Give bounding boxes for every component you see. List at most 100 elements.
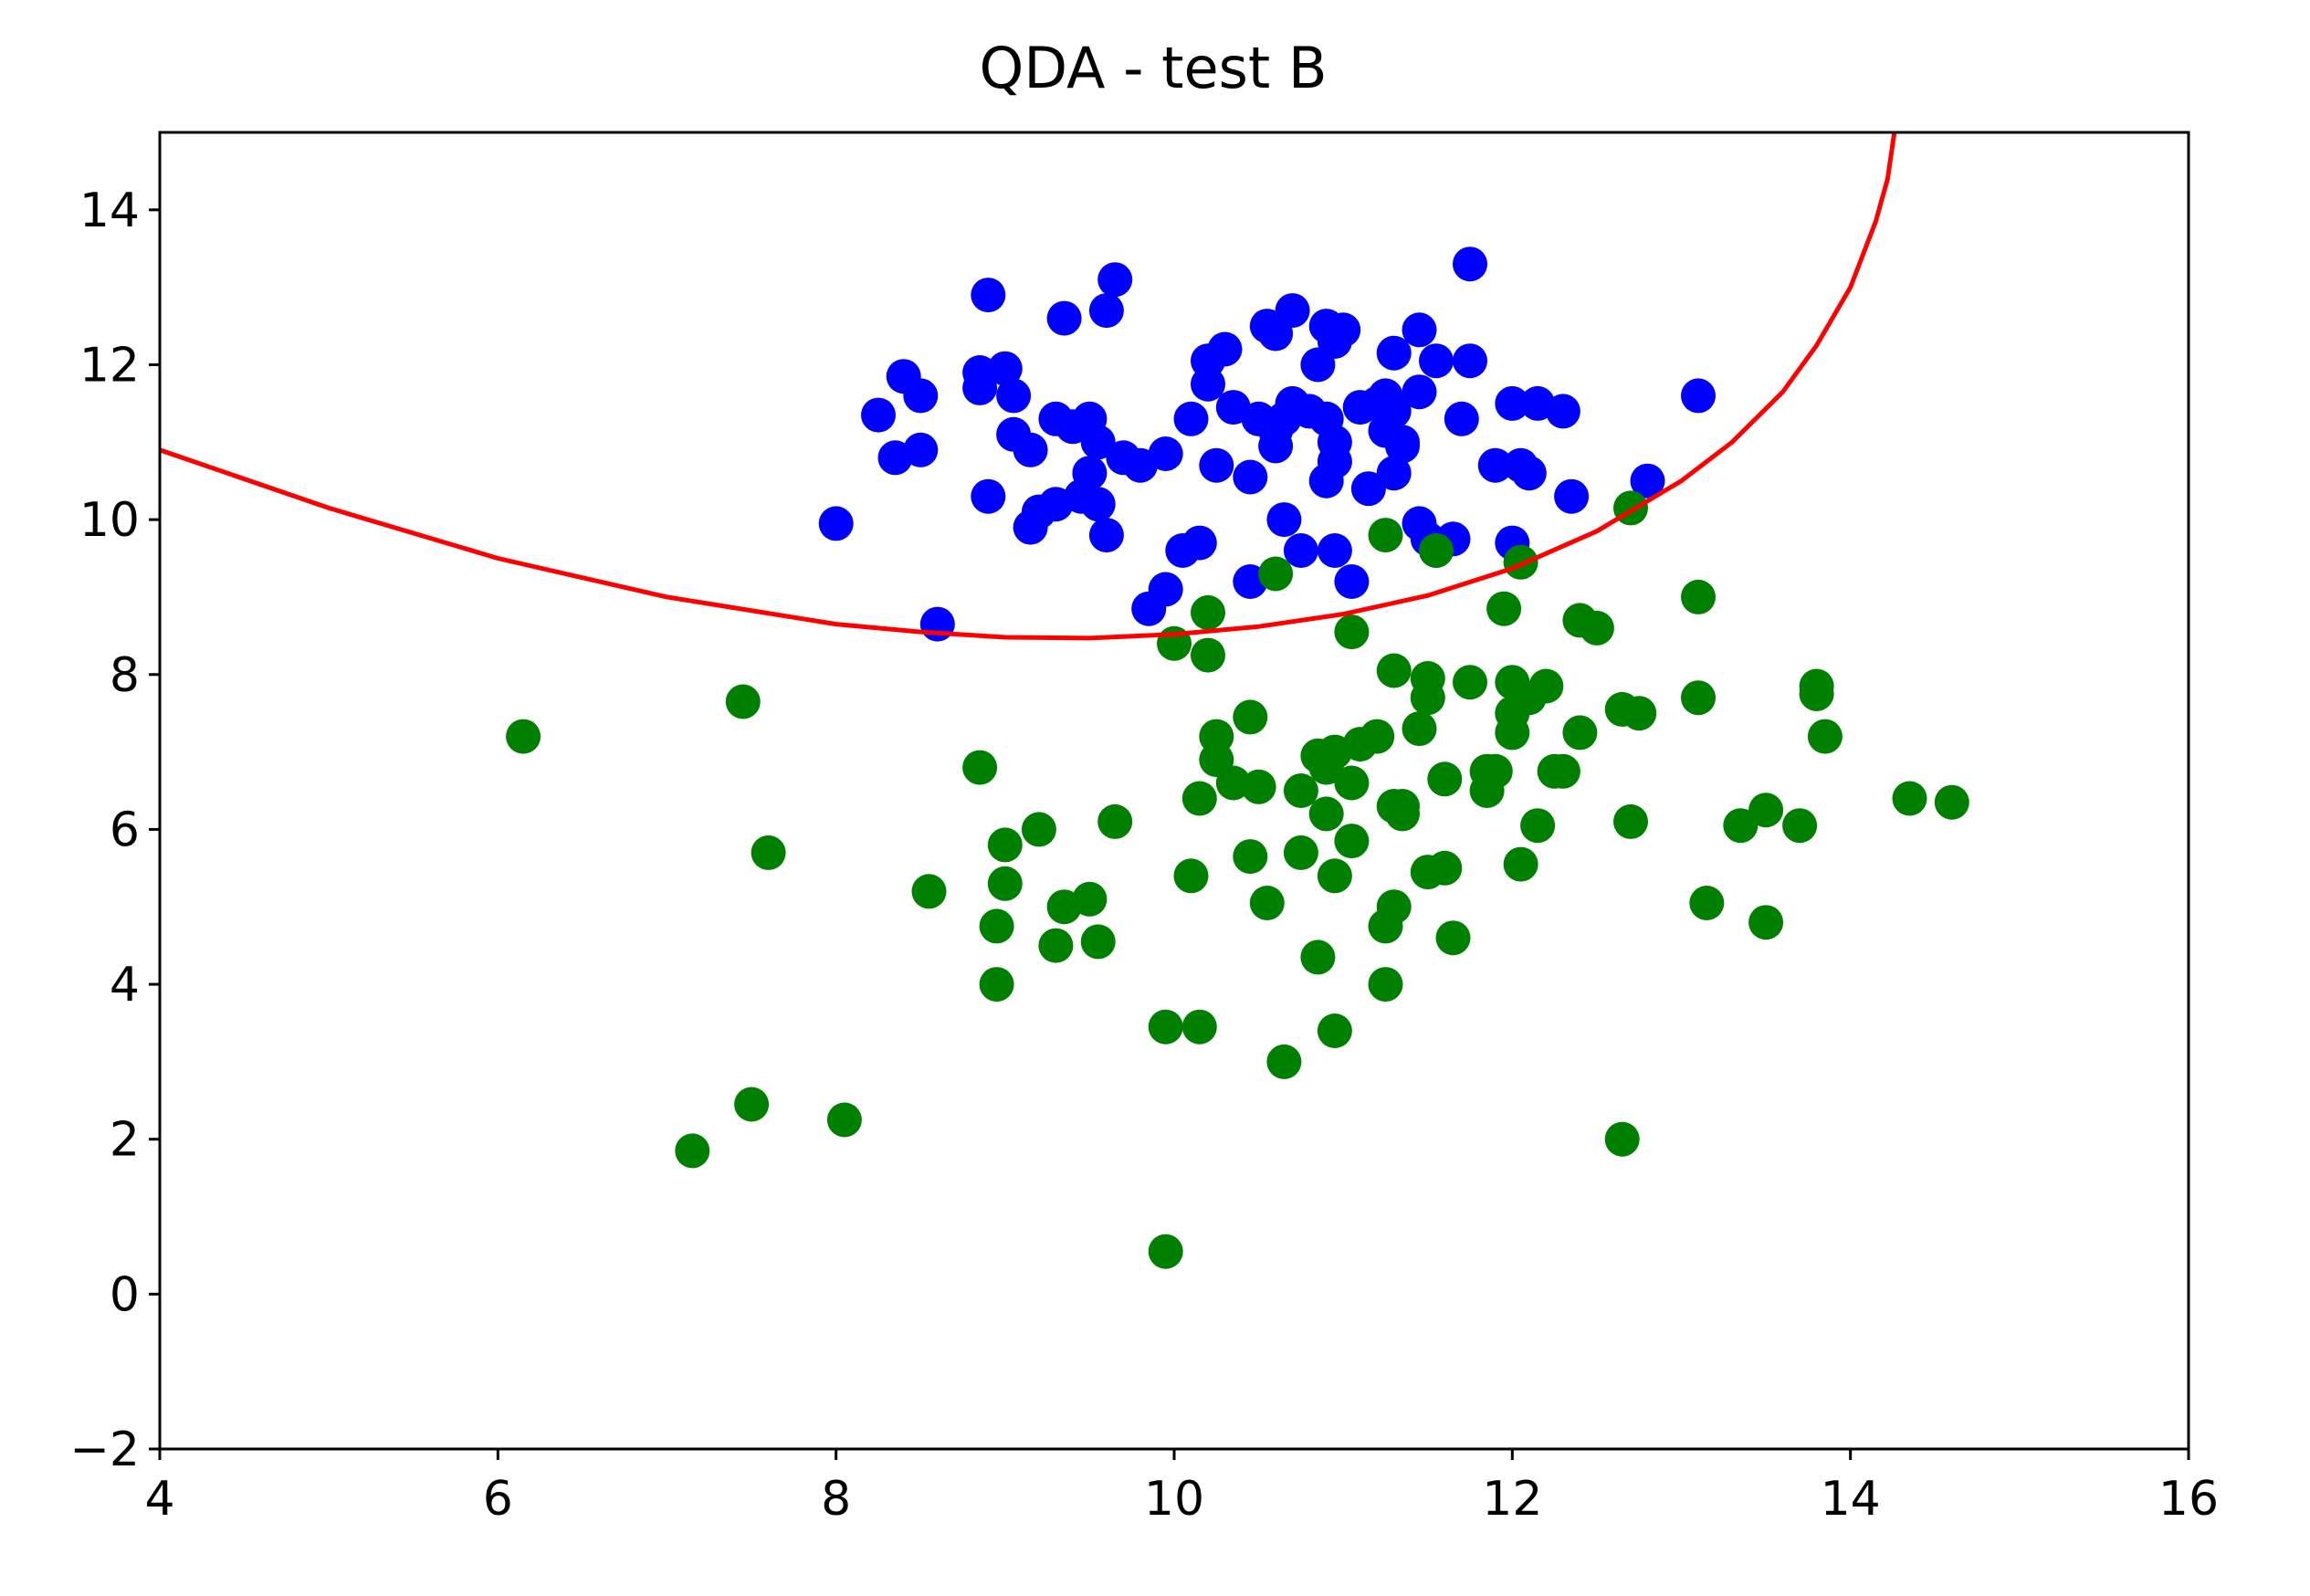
scatter-point-blue xyxy=(1191,366,1225,402)
scatter-point-blue xyxy=(861,397,896,433)
scatter-point-green xyxy=(734,1087,770,1122)
scatter-point-green xyxy=(1241,769,1276,804)
scatter-point-green xyxy=(1427,761,1463,797)
scatter-point-blue xyxy=(1013,432,1048,467)
scatter-point-blue xyxy=(1554,478,1590,514)
scatter-point-blue xyxy=(1545,394,1580,429)
scatter-point-blue xyxy=(1148,572,1183,607)
scatter-point-green xyxy=(1503,846,1538,882)
scatter-point-blue xyxy=(1173,401,1209,436)
scatter-point-green xyxy=(1191,594,1225,630)
scatter-point-blue xyxy=(1350,471,1386,507)
scatter-point-green xyxy=(1215,765,1251,801)
x-tick-label: 8 xyxy=(821,1472,851,1527)
y-tick-label: 8 xyxy=(110,648,140,703)
scatter-point-green xyxy=(1622,696,1657,731)
scatter-point-blue xyxy=(1266,502,1302,538)
scatter-point-green xyxy=(1148,1234,1183,1269)
scatter-point-green xyxy=(1021,812,1056,847)
scatter-point-blue xyxy=(1681,378,1716,414)
scatter-point-green xyxy=(1495,715,1530,751)
scatter-point-green xyxy=(1486,591,1522,626)
scatter-point-blue xyxy=(1334,564,1370,599)
x-tick-label: 6 xyxy=(483,1472,513,1527)
scatter-point-blue xyxy=(1385,428,1420,464)
scatter-point-green xyxy=(1360,719,1395,754)
scatter-point-green xyxy=(1681,680,1716,716)
scatter-point-green xyxy=(979,908,1014,944)
scatter-point-blue xyxy=(1511,456,1547,491)
scatter-point-blue xyxy=(818,506,854,541)
scatter-point-green xyxy=(987,827,1023,863)
scatter-point-green xyxy=(1604,1121,1640,1157)
scatter-point-green xyxy=(1334,614,1370,650)
scatter-point-blue xyxy=(996,378,1032,414)
y-tick-label: 12 xyxy=(79,338,140,393)
scatter-point-green xyxy=(1266,1044,1302,1079)
scatter-point-blue xyxy=(1495,385,1530,421)
scatter-point-blue xyxy=(903,432,939,467)
scatter-point-blue xyxy=(971,278,1006,313)
scatter-point-blue xyxy=(1419,343,1454,379)
scatter-point-green xyxy=(1334,765,1370,801)
y-tick-label: 14 xyxy=(79,184,140,238)
plot-area: 4 6 8 10 12 14 16 −2 0 2 4 6 8 10 12 14 xyxy=(69,131,2219,1527)
scatter-point-green xyxy=(1283,773,1318,808)
scatter-point-green xyxy=(1181,781,1217,816)
scatter-point-blue xyxy=(1477,447,1513,483)
scatter-point-green xyxy=(1233,839,1268,875)
scatter-point-green xyxy=(979,967,1014,1003)
scatter-point-blue xyxy=(1453,247,1487,282)
scatter-point-blue xyxy=(1181,525,1217,561)
scatter-point-green xyxy=(1520,808,1556,844)
scatter-point-green xyxy=(1410,680,1445,716)
scatter-point-blue xyxy=(1444,401,1479,436)
scatter-point-green xyxy=(1528,668,1564,704)
scatter-point-green xyxy=(1376,653,1412,688)
scatter-point-green xyxy=(1427,850,1463,886)
scatter-point-blue xyxy=(1275,293,1310,329)
scatter-point-green xyxy=(1080,924,1116,960)
scatter-point-green xyxy=(1148,1009,1183,1045)
scatter-point-green xyxy=(1453,665,1487,700)
scatter-point-green xyxy=(1934,784,1969,820)
scatter-point-blue xyxy=(1046,300,1082,336)
x-tick-label: 12 xyxy=(1482,1472,1542,1527)
scatter-point-green xyxy=(1545,753,1580,789)
scatter-point-blue xyxy=(1326,312,1361,348)
x-tick-label: 14 xyxy=(1821,1472,1881,1527)
scatter-point-blue xyxy=(1376,394,1412,429)
scatter-point-green xyxy=(725,684,761,719)
scatter-point-green xyxy=(1807,719,1843,754)
x-tick-label: 10 xyxy=(1144,1472,1204,1527)
scatter-point-green xyxy=(1317,1013,1352,1048)
scatter-point-green xyxy=(1376,889,1412,925)
scatter-point-green xyxy=(1689,886,1725,920)
scatter-point-green xyxy=(1419,533,1454,568)
y-tick-label: 0 xyxy=(110,1267,140,1322)
y-tick-label: 6 xyxy=(110,803,140,857)
scatter-point-green xyxy=(1799,668,1834,704)
scatter-point-blue xyxy=(971,478,1006,514)
scatter-point-green xyxy=(1308,796,1344,832)
scatter-point-green xyxy=(1258,556,1294,592)
scatter-point-green xyxy=(1402,711,1437,747)
scatter-point-green xyxy=(1681,579,1716,614)
scatter-point-blue xyxy=(1376,456,1412,491)
scatter-point-blue xyxy=(1199,447,1234,483)
scatter-point-blue xyxy=(1072,456,1108,491)
scatter-point-blue xyxy=(1630,463,1665,499)
scatter-point-blue xyxy=(1453,343,1487,379)
decision-boundary-line xyxy=(160,132,1897,641)
scatter-point-blue xyxy=(1402,374,1437,410)
scatter-point-green xyxy=(1748,905,1784,940)
scatter-point-blue xyxy=(1233,459,1268,495)
scatter-point-blue xyxy=(962,370,998,405)
scatter-point-blue xyxy=(1258,428,1294,464)
scatter-point-green xyxy=(1173,858,1209,894)
scatter-point-blue xyxy=(1080,487,1116,522)
scatter-point-green xyxy=(987,866,1023,901)
scatter-point-green xyxy=(1892,781,1927,816)
x-tick-label: 4 xyxy=(144,1472,174,1527)
